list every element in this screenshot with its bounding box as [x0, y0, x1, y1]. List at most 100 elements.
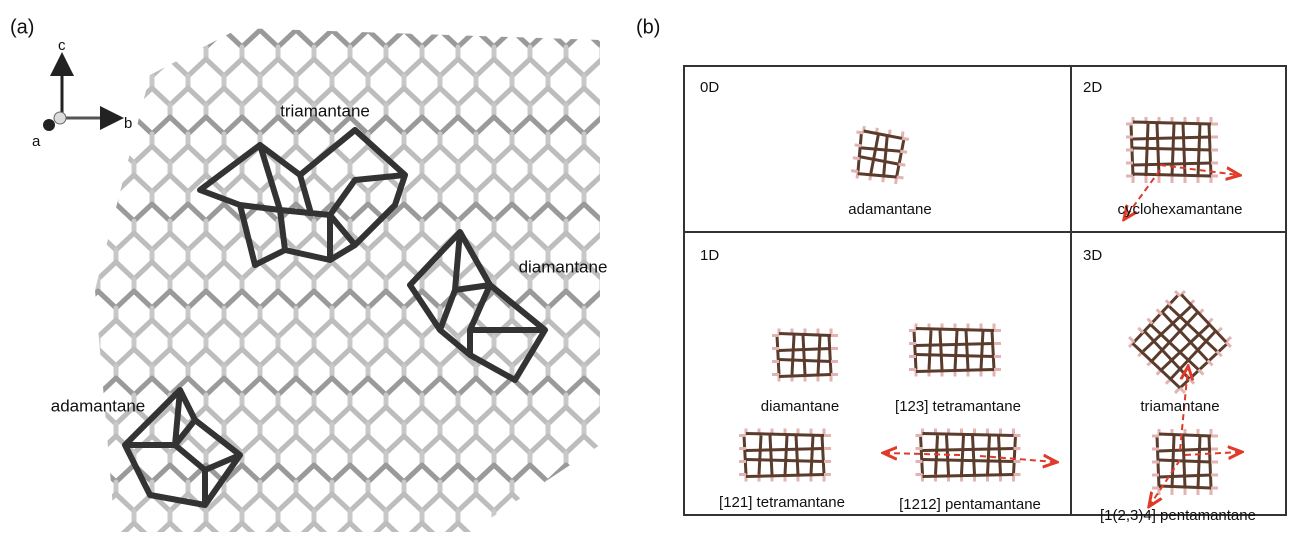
bond	[1147, 319, 1152, 324]
bond	[853, 158, 860, 159]
bond	[916, 344, 994, 346]
bond	[779, 349, 831, 351]
shape	[850, 125, 910, 185]
bond	[746, 449, 824, 451]
bond	[923, 434, 1014, 436]
bond	[1208, 360, 1213, 365]
bond	[1133, 163, 1211, 165]
bond	[1175, 291, 1180, 296]
bond	[929, 331, 931, 370]
shape	[1152, 429, 1218, 495]
bond	[1138, 328, 1143, 333]
bond	[902, 138, 909, 139]
shape	[80, 30, 602, 47]
bond	[898, 164, 905, 165]
bond	[770, 436, 772, 475]
axis-label: b	[124, 115, 132, 132]
bond	[1133, 148, 1211, 150]
dimension-label: 0D	[700, 79, 719, 96]
shape	[916, 429, 1021, 482]
bond	[1159, 449, 1211, 451]
bond	[1198, 370, 1203, 375]
shape	[62, 349, 620, 366]
molecule-label: [1212] pentamantane	[899, 496, 1041, 513]
molecule-label: triamantane	[1140, 398, 1219, 415]
molecule-label: cyclohexamantane	[1117, 201, 1242, 218]
bond	[992, 331, 994, 370]
shape	[1124, 286, 1236, 398]
bond	[1133, 122, 1211, 124]
dimension-label: 3D	[1083, 247, 1102, 264]
bond	[1133, 137, 1211, 139]
bond	[923, 449, 1014, 451]
bond	[897, 177, 904, 178]
bond	[746, 475, 824, 477]
shape	[62, 523, 620, 532]
shape	[62, 465, 620, 482]
bond	[882, 136, 889, 175]
structure-label: diamantane	[519, 257, 608, 276]
bond	[999, 436, 1001, 475]
bond	[916, 355, 994, 357]
bond	[921, 436, 923, 475]
bond	[744, 436, 746, 475]
shape	[1126, 117, 1218, 183]
shape	[62, 233, 620, 250]
bond	[1157, 309, 1162, 314]
shape	[80, 146, 602, 163]
axis-label: a	[32, 133, 41, 150]
bond	[966, 331, 968, 370]
bond	[1133, 174, 1211, 176]
bond	[1159, 486, 1211, 488]
shape	[62, 59, 620, 76]
bond	[861, 146, 900, 153]
bond	[900, 151, 907, 152]
panel-label: (b)	[636, 16, 660, 38]
molecule-label: [1(2,3)4] pentamantane	[1100, 507, 1256, 524]
bond	[792, 336, 794, 375]
bond	[1150, 460, 1180, 505]
bond	[955, 331, 957, 370]
bond	[856, 132, 863, 133]
molecule-label: [121] tetramantane	[719, 494, 845, 511]
bond	[779, 334, 831, 336]
bond	[1146, 124, 1148, 176]
bond	[1159, 475, 1211, 477]
bond	[940, 331, 942, 370]
shape	[80, 378, 602, 395]
bond	[1189, 379, 1194, 384]
bond	[746, 460, 824, 462]
bond	[923, 460, 1014, 462]
bond	[871, 135, 878, 174]
bond	[759, 436, 761, 475]
dimension-label: 2D	[1083, 79, 1102, 96]
molecule-drawings	[739, 117, 1240, 505]
molecule-label: adamantane	[848, 201, 931, 218]
bond	[818, 336, 820, 375]
bond	[779, 360, 831, 362]
shape	[62, 291, 620, 308]
bond	[856, 133, 863, 172]
molecule-label: [123] tetramantane	[895, 398, 1021, 415]
bond	[1226, 342, 1231, 347]
bond	[973, 436, 975, 475]
bond	[981, 331, 983, 370]
bond	[1133, 342, 1180, 389]
bond	[803, 336, 805, 375]
bond	[811, 436, 813, 475]
bond	[796, 436, 798, 475]
bond	[829, 336, 831, 375]
bond	[916, 370, 994, 372]
dimension-label: 1D	[700, 247, 719, 264]
bond	[777, 336, 779, 375]
shape	[80, 204, 602, 221]
bond	[962, 436, 964, 475]
bond	[855, 145, 862, 146]
axis-triad	[43, 58, 118, 131]
bond	[858, 172, 897, 179]
molecule-label: diamantane	[761, 398, 839, 415]
structure-label: adamantane	[51, 396, 146, 415]
bond	[914, 331, 916, 370]
structure-label: triamantane	[280, 101, 370, 120]
bond	[923, 475, 1014, 477]
